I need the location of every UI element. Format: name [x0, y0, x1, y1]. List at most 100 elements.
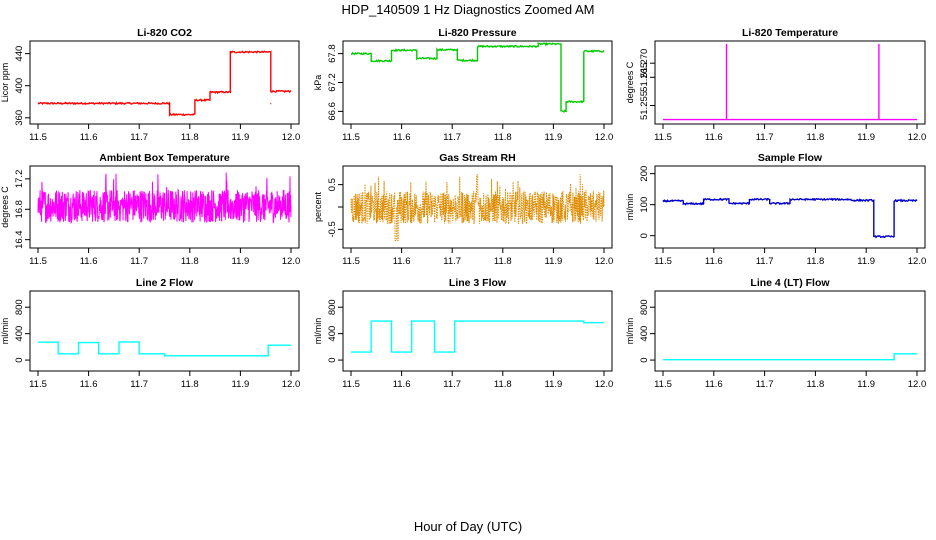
x-tick-label: 11.7: [443, 132, 461, 143]
x-tick-label: 11.5: [29, 132, 47, 143]
x-tick-label: 11.5: [342, 132, 360, 143]
y-tick-label: 17.2: [14, 170, 25, 189]
series-line: [37, 50, 292, 118]
x-tick-label: 11.7: [130, 379, 148, 390]
y-tick-label: 0.5: [327, 178, 338, 191]
panel-title: Line 2 Flow: [136, 277, 194, 289]
y-tick-label: 51.265: [639, 63, 650, 92]
series-line: [351, 320, 604, 353]
panel-title: Gas Stream RH: [439, 152, 515, 164]
panel-temperature: Li-820 Temperature 11.5 11.6 11.7 11.8 11.9 12…: [625, 27, 926, 143]
series-line: [663, 353, 917, 361]
y-tick-label: 440: [14, 46, 25, 62]
shared-x-axis-label: Hour of Day (UTC): [413, 519, 523, 534]
y-tick-label: 360: [14, 110, 25, 126]
y-tick-label: 0: [639, 233, 650, 238]
plot-frame: [654, 40, 926, 125]
y-axis-label: ml/min: [625, 318, 635, 345]
y-axis-label: ml/min: [625, 194, 635, 221]
y-tick-label: 400: [639, 326, 650, 342]
y-tick-label: 400: [327, 326, 338, 342]
x-tick-label: 11.6: [393, 379, 411, 390]
x-tick-label: 11.9: [545, 256, 563, 267]
x-tick-label: 11.7: [443, 256, 461, 267]
plot-frame: [29, 40, 300, 125]
series-line: [662, 197, 918, 239]
x-tick-label: 12.0: [908, 132, 927, 143]
x-tick-label: 12.0: [282, 256, 301, 267]
panel-line4: Line 4 (LT) Flow 11.5 11.6 11.7 11.8 11.9 12.0…: [625, 277, 926, 390]
x-tick-label: 11.6: [705, 379, 723, 390]
x-tick-label: 11.6: [393, 256, 411, 267]
x-tick-label: 11.5: [654, 132, 672, 143]
x-tick-label: 12.0: [908, 379, 927, 390]
x-tick-label: 11.5: [654, 256, 672, 267]
plot-frame: [342, 290, 613, 372]
x-tick-label: 11.7: [756, 132, 774, 143]
y-axis-label: percent: [313, 191, 323, 222]
panel-co2: Li-820 CO2 11.5 11.6 11.7 11.8 11.9 12.0 360 400…: [0, 27, 300, 143]
panel-ambient: Ambient Box Temperature 11.5 11.6 11.7 11.8 1…: [0, 152, 300, 267]
y-tick-label: 0: [14, 357, 25, 362]
x-tick-label: 11.5: [342, 379, 360, 390]
panel-line2: Line 2 Flow 11.5 11.6 11.7 11.8 11.9 12.0 0 400 8…: [0, 277, 300, 390]
y-tick-label: 800: [639, 299, 650, 315]
plot-frame: [29, 165, 300, 249]
panel-sample: Sample Flow 11.5 11.6 11.7 11.8 11.9 12.0 0 100 2…: [625, 152, 926, 267]
x-tick-label: 11.8: [181, 132, 199, 143]
y-axis-label: ml/min: [0, 318, 10, 345]
x-tick-label: 11.9: [857, 132, 875, 143]
x-tick-label: 11.6: [393, 132, 411, 143]
series-line: [350, 174, 605, 241]
x-tick-label: 11.6: [705, 256, 723, 267]
x-tick-label: 11.6: [80, 256, 98, 267]
y-tick-label: 67.8: [327, 44, 338, 63]
y-tick-label: 400: [14, 326, 25, 342]
x-tick-label: 11.9: [545, 379, 563, 390]
panel-title: Ambient Box Temperature: [99, 152, 230, 164]
x-tick-label: 11.7: [756, 379, 774, 390]
panel-title: Line 4 (LT) Flow: [750, 277, 830, 289]
panel-title: Li-820 Pressure: [438, 27, 516, 39]
panel-title: Line 3 Flow: [449, 277, 507, 289]
panel-title: Li-820 Temperature: [742, 27, 838, 39]
x-tick-label: 11.7: [130, 132, 148, 143]
x-tick-label: 11.8: [807, 256, 825, 267]
y-tick-label: 100: [639, 197, 650, 213]
x-tick-label: 11.9: [857, 256, 875, 267]
x-tick-label: 11.5: [29, 256, 47, 267]
y-tick-label: 400: [14, 78, 25, 94]
y-tick-label: 800: [327, 299, 338, 315]
x-tick-label: 11.7: [756, 256, 774, 267]
y-tick-label: 66.6: [327, 102, 338, 121]
y-axis-label: ml/min: [313, 318, 323, 345]
panel-title: Sample Flow: [758, 152, 823, 164]
panel-line3: Line 3 Flow 11.5 11.6 11.7 11.8 11.9 12.0 0 400 8…: [313, 277, 613, 390]
y-tick-label: 800: [14, 299, 25, 315]
y-axis-label: degrees C: [625, 61, 635, 103]
x-tick-label: 11.9: [232, 379, 250, 390]
x-tick-label: 11.5: [654, 379, 672, 390]
x-tick-label: 12.0: [595, 256, 614, 267]
x-tick-label: 11.9: [232, 256, 250, 267]
x-tick-label: 11.8: [494, 256, 512, 267]
y-tick-label: 67.2: [327, 73, 338, 92]
x-tick-label: 11.7: [443, 379, 461, 390]
x-tick-label: 12.0: [908, 256, 927, 267]
y-axis-label: degrees C: [0, 186, 10, 228]
x-tick-label: 11.6: [705, 132, 723, 143]
x-tick-label: 11.8: [807, 379, 825, 390]
panel-title: Li-820 CO2: [137, 27, 192, 39]
x-tick-label: 11.9: [232, 132, 250, 143]
plot-frame: [654, 290, 926, 372]
x-tick-label: 11.8: [181, 256, 199, 267]
y-tick-label: 51.270: [639, 49, 650, 78]
x-tick-label: 11.6: [80, 379, 98, 390]
x-tick-label: 11.8: [494, 132, 512, 143]
y-tick-label: 51.255: [639, 91, 650, 120]
plot-frame: [29, 290, 300, 372]
y-tick-label: 0: [327, 357, 338, 362]
x-tick-label: 11.8: [807, 132, 825, 143]
y-tick-label: -0.5: [327, 221, 338, 237]
